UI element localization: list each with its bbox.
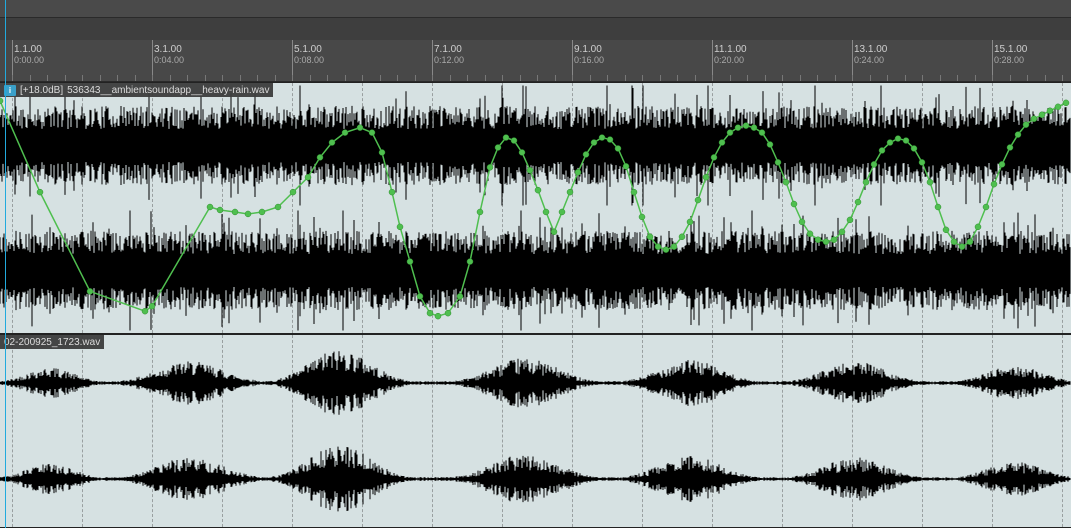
ruler-tick-minor — [660, 75, 661, 81]
ruler-tick-minor — [940, 75, 941, 81]
ruler-tick-minor — [817, 75, 818, 81]
clip-header-1[interactable]: i [+18.0dB] 536343__ambientsoundapp__hea… — [0, 83, 273, 97]
ruler-tick-minor — [922, 75, 923, 81]
ruler-tick-minor — [625, 75, 626, 81]
ruler-tick-minor — [695, 75, 696, 81]
ruler-tick-minor — [607, 75, 608, 81]
ruler-tick-minor — [82, 75, 83, 81]
ruler-tick-minor — [502, 75, 503, 81]
toolbar-strip — [0, 0, 1071, 18]
ruler-tick-minor — [765, 75, 766, 81]
spacer — [0, 18, 1071, 40]
clip-filename: 536343__ambientsoundapp__heavy-rain.wav — [67, 85, 269, 96]
ruler-tick-minor — [292, 75, 293, 81]
ruler-tick-minor — [520, 75, 521, 81]
ruler-tick-minor — [345, 75, 346, 81]
ruler-tick-minor — [12, 75, 13, 81]
ruler-tick-minor — [152, 75, 153, 81]
ruler-tick-minor — [467, 75, 468, 81]
ruler-tick-minor — [537, 75, 538, 81]
ruler-tick-minor — [590, 75, 591, 81]
ruler-tick-minor — [327, 75, 328, 81]
ruler-tick-minor — [257, 75, 258, 81]
ruler-tick-minor — [485, 75, 486, 81]
clip-header-2[interactable]: 02-200925_1723.wav — [0, 335, 104, 349]
ruler-tick-minor — [572, 75, 573, 81]
ruler-tick-minor — [1027, 75, 1028, 81]
gain-label: [+18.0dB] — [20, 85, 63, 96]
ruler-tick-minor — [275, 75, 276, 81]
ruler-tick-minor — [240, 75, 241, 81]
ruler-tick-minor — [362, 75, 363, 81]
ruler-tick-minor — [222, 75, 223, 81]
ruler-tick-minor — [415, 75, 416, 81]
clip-filename: 02-200925_1723.wav — [4, 337, 100, 348]
ruler-tick-minor — [65, 75, 66, 81]
ruler-tick-minor — [450, 75, 451, 81]
ruler-tick-minor — [975, 75, 976, 81]
ruler-tick-minor — [380, 75, 381, 81]
ruler-tick-minor — [170, 75, 171, 81]
ruler-tick-minor — [117, 75, 118, 81]
ruler-tick-minor — [677, 75, 678, 81]
ruler-tick-minor — [100, 75, 101, 81]
ruler-tick-minor — [905, 75, 906, 81]
ruler-tick-minor — [47, 75, 48, 81]
waveform — [0, 335, 1071, 527]
ruler-tick-minor — [835, 75, 836, 81]
ruler-tick-minor — [205, 75, 206, 81]
ruler-tick-minor — [642, 75, 643, 81]
audio-track-2[interactable]: 02-200925_1723.wav — [0, 334, 1071, 528]
ruler-tick-minor — [782, 75, 783, 81]
ruler-tick-minor — [397, 75, 398, 81]
ruler-tick-minor — [310, 75, 311, 81]
ruler-tick-minor — [1010, 75, 1011, 81]
audio-track-1[interactable]: i [+18.0dB] 536343__ambientsoundapp__hea… — [0, 82, 1071, 334]
ruler-tick-minor — [730, 75, 731, 81]
ruler-tick-minor — [432, 75, 433, 81]
ruler-tick-minor — [957, 75, 958, 81]
ruler-tick-minor — [30, 75, 31, 81]
ruler-tick-minor — [712, 75, 713, 81]
ruler-label: 13.1.000:24.00 — [854, 44, 887, 82]
ruler-tick-minor — [800, 75, 801, 81]
ruler-tick-minor — [1045, 75, 1046, 81]
ruler-label: 15.1.000:28.00 — [994, 44, 1027, 82]
waveform — [0, 83, 1071, 333]
ruler-tick-minor — [187, 75, 188, 81]
ruler-tick-minor — [887, 75, 888, 81]
timeline-ruler[interactable]: 1.1.000:00.003.1.000:04.005.1.000:08.007… — [0, 40, 1071, 82]
ruler-tick-minor — [555, 75, 556, 81]
ruler-tick-minor — [992, 75, 993, 81]
ruler-tick-minor — [870, 75, 871, 81]
playhead-cursor[interactable] — [5, 0, 6, 528]
ruler-tick-minor — [747, 75, 748, 81]
ruler-tick-minor — [135, 75, 136, 81]
ruler-tick-minor — [852, 75, 853, 81]
ruler-tick-minor — [1062, 75, 1063, 81]
